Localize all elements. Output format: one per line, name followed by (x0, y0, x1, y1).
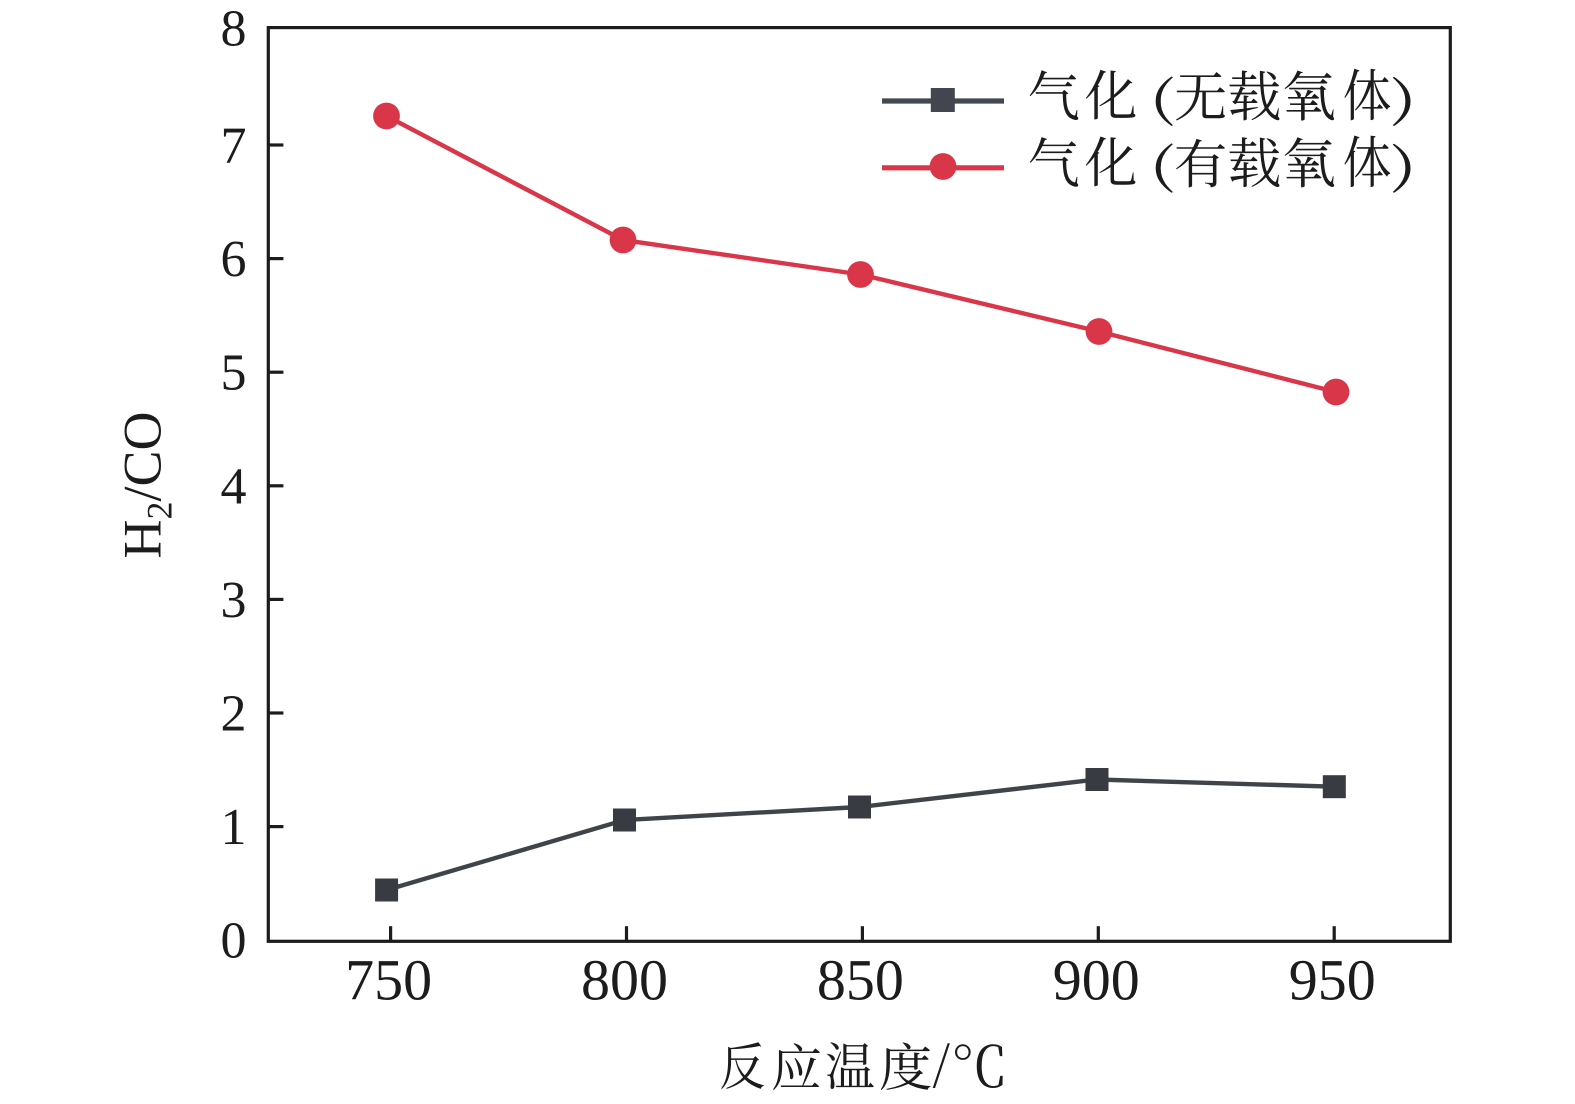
svg-text:0: 0 (221, 913, 247, 970)
svg-text:H2/CO: H2/CO (113, 411, 180, 558)
svg-text:850: 850 (817, 948, 904, 1013)
svg-text:1: 1 (221, 799, 247, 856)
svg-text:5: 5 (221, 345, 247, 402)
svg-text:2: 2 (221, 686, 247, 743)
svg-text:750: 750 (345, 948, 432, 1013)
svg-text:900: 900 (1053, 948, 1140, 1013)
svg-text:7: 7 (221, 118, 247, 175)
svg-text:6: 6 (221, 231, 247, 288)
svg-text:800: 800 (581, 948, 668, 1013)
svg-text:4: 4 (221, 458, 247, 515)
svg-text:8: 8 (221, 0, 247, 57)
svg-text:3: 3 (221, 572, 247, 629)
svg-text:950: 950 (1289, 948, 1376, 1013)
